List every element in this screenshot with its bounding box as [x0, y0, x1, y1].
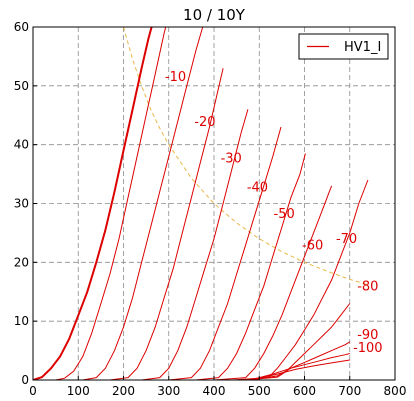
x-tick-label: 0 [29, 384, 37, 398]
x-tick-label: 500 [248, 384, 271, 398]
x-tick-label: 100 [67, 384, 90, 398]
plate-curve-8 [232, 179, 369, 380]
plate-curve-6 [195, 153, 306, 380]
x-tick-label: 200 [112, 384, 135, 398]
curve-label: -90 [357, 328, 378, 343]
curve-label: -50 [274, 207, 295, 222]
curve-label: -60 [302, 238, 323, 253]
legend-entry: HV1_I [344, 40, 381, 55]
y-tick-label: 50 [14, 79, 29, 93]
curve-label: -10 [165, 70, 186, 85]
x-tick-label: 600 [293, 384, 316, 398]
y-tick-label: 0 [21, 373, 29, 387]
curve-label: -30 [221, 151, 242, 166]
curve-label: -20 [194, 115, 215, 130]
legend: HV1_I [298, 33, 389, 60]
plate-curve-2 [82, 27, 204, 380]
plate-curve-12 [250, 359, 350, 380]
curve-label: -100 [353, 341, 383, 356]
plate-curve-11 [250, 353, 350, 380]
curve-label: -40 [247, 181, 268, 196]
plate-curve-9 [245, 303, 351, 380]
curve-label: -70 [336, 232, 357, 247]
x-tick-label: 400 [203, 384, 226, 398]
dissipation-limit-curve [123, 27, 369, 286]
curve-labels: -10 -20 -30 -40 -50 -60 -70 -80 -90-100 [165, 70, 383, 356]
grid [33, 27, 395, 380]
plate-curve-0 [33, 27, 153, 380]
curves [33, 27, 369, 380]
plate-curve-10 [250, 341, 351, 380]
y-tick-label: 10 [14, 314, 29, 328]
curve-label: -80 [357, 280, 378, 295]
x-tick-label: 800 [384, 384, 407, 398]
y-tick-label: 40 [14, 138, 29, 152]
axis-ticks: 0 100 200 300 400 500 600 700 800 0 10 20 30 40 50 60 [14, 20, 407, 398]
plate-curve-4 [141, 109, 249, 380]
plate-curve-7 [213, 185, 333, 380]
x-tick-label: 300 [157, 384, 180, 398]
x-tick-label: 700 [338, 384, 361, 398]
y-tick-label: 30 [14, 197, 29, 211]
y-tick-label: 20 [14, 255, 29, 269]
y-tick-label: 60 [14, 20, 29, 34]
plate-curve-1 [55, 27, 167, 380]
chart-title: 10 / 10Y [183, 6, 246, 24]
plate-curve-5 [168, 126, 282, 380]
plate-curve-3 [109, 68, 224, 380]
